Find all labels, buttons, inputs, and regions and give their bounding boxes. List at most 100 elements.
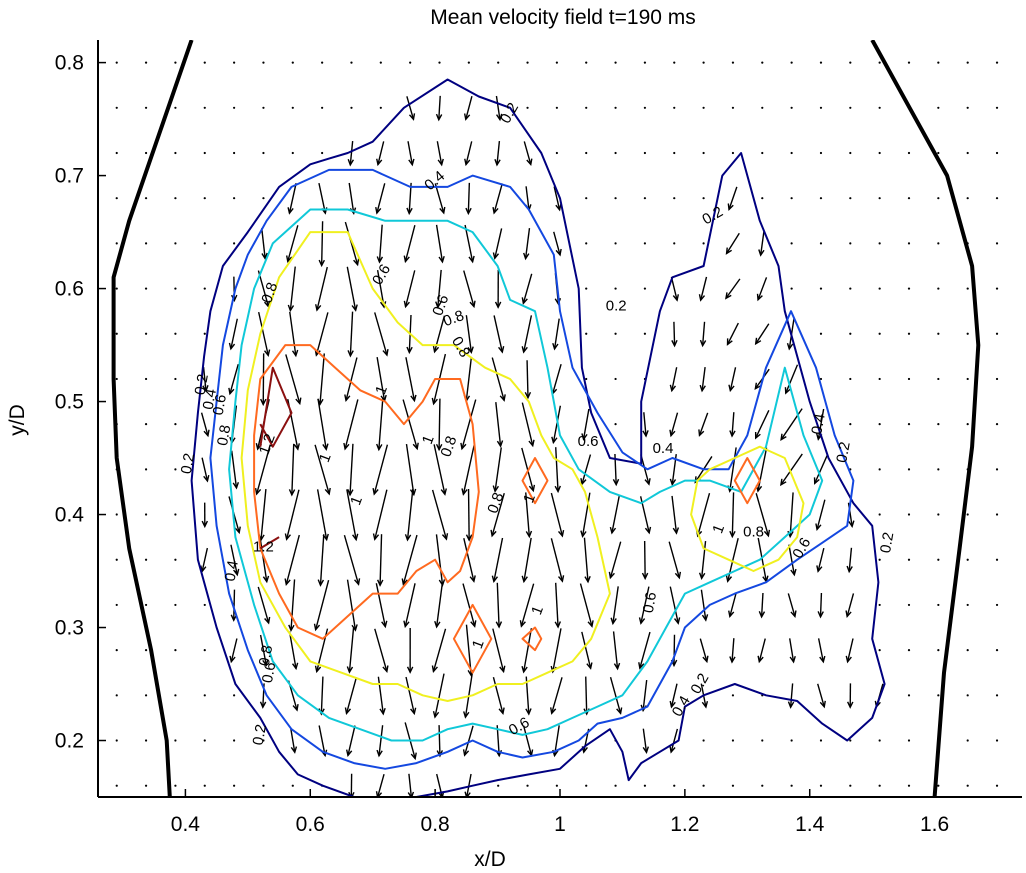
vector-arrowhead: [263, 349, 271, 357]
vector-arrow: [348, 182, 355, 214]
vector-arrow: [493, 315, 503, 353]
vector-arrowhead: [440, 488, 447, 496]
vector-field: [115, 61, 999, 797]
vector-dot: [321, 106, 324, 109]
vector-dot: [174, 558, 177, 561]
contour-line-0-2: [190, 78, 886, 797]
vector-arrow: [345, 677, 358, 714]
vector-arrowhead: [848, 520, 855, 528]
vector-dot: [702, 106, 705, 109]
vector-dot: [995, 242, 999, 245]
vector-dot: [174, 468, 177, 471]
vector-arrow: [202, 366, 207, 391]
chart-title: Mean velocity field t=190 ms: [430, 6, 696, 29]
vector-arrow: [552, 405, 562, 443]
vector-dot: [819, 242, 823, 245]
vector-dot: [731, 739, 735, 742]
vector-arrow: [523, 537, 532, 582]
vector-arrow: [554, 582, 559, 628]
vector-arrowhead: [432, 711, 440, 719]
vector-dot: [966, 649, 969, 652]
vector-dot: [761, 151, 764, 155]
vector-arrowhead: [351, 304, 358, 312]
vector-arrowhead: [376, 443, 383, 452]
vector-arrowhead: [284, 533, 292, 541]
vector-dot: [878, 242, 881, 245]
vector-dot: [144, 287, 148, 290]
vector-arrow: [642, 728, 648, 753]
vector-arrow: [344, 221, 359, 265]
vector-dot: [144, 106, 148, 109]
vector-arrow: [318, 725, 326, 756]
vector-dot: [497, 784, 500, 787]
vector-arrowhead: [469, 300, 476, 309]
vector-dot: [907, 784, 911, 787]
vector-arrow: [201, 457, 209, 482]
vector-dot: [144, 603, 148, 607]
vector-arrow: [699, 638, 708, 662]
vector-arrow: [609, 677, 622, 714]
vector-arrowhead: [754, 432, 761, 440]
vector-dot: [761, 61, 764, 64]
vector-arrowhead: [790, 568, 797, 577]
vector-arrowhead: [698, 429, 705, 437]
vector-arrow: [755, 323, 770, 345]
vector-dot: [233, 784, 236, 787]
vector-arrowhead: [819, 700, 826, 709]
vector-dot: [233, 694, 236, 697]
vector-arrowhead: [555, 248, 562, 257]
vector-arrowhead: [492, 252, 500, 260]
vector-dot: [878, 423, 881, 426]
vector-dot: [878, 784, 881, 787]
vector-arrowhead: [234, 526, 241, 535]
vector-dot: [233, 151, 236, 155]
vector-arrow: [789, 492, 794, 537]
vector-arrowhead: [353, 258, 360, 267]
contour-label: 0.4: [222, 559, 242, 582]
vector-arrow: [348, 627, 355, 673]
vector-dot: [115, 739, 118, 742]
vector-arrowhead: [580, 530, 587, 538]
vector-arrowhead: [404, 534, 412, 542]
vector-dot: [966, 106, 969, 109]
vector-arrowhead: [557, 575, 565, 583]
vector-arrowhead: [437, 791, 445, 797]
vector-arrow: [402, 399, 418, 449]
vector-arrowhead: [524, 391, 532, 400]
vector-arrowhead: [408, 113, 416, 121]
vector-arrow: [725, 232, 740, 254]
vector-arrowhead: [438, 255, 445, 264]
vector-arrow: [609, 541, 622, 578]
vector-arrow: [288, 183, 297, 214]
x-tick-label: 1.4: [795, 813, 825, 836]
vector-arrowhead: [431, 665, 438, 673]
vector-arrowhead: [375, 791, 383, 797]
vector-arrow: [668, 541, 680, 578]
vector-arrow: [404, 270, 416, 307]
vector-arrowhead: [376, 158, 383, 167]
vector-arrowhead: [431, 397, 438, 406]
contour-label: 0.6: [578, 433, 599, 450]
vector-arrow: [316, 266, 328, 311]
vector-arrow: [817, 408, 825, 440]
vector-arrowhead: [698, 572, 706, 580]
contour-label: 1: [469, 637, 488, 651]
contour-label: 0.2: [178, 452, 198, 475]
vector-arrow: [287, 225, 299, 262]
vector-dot: [174, 61, 177, 64]
vector-arrow: [725, 278, 741, 299]
contour-lines: [190, 78, 886, 797]
contour-line-1: [253, 344, 480, 640]
vector-arrowhead: [669, 478, 677, 487]
vector-arrow: [233, 589, 236, 621]
vector-arrow: [521, 447, 534, 491]
vector-arrowhead: [467, 346, 474, 354]
vector-arrow: [726, 322, 739, 345]
vector-arrow: [582, 408, 590, 440]
vector-dot: [966, 694, 969, 697]
vector-arrowhead: [322, 443, 329, 451]
vector-arrowhead: [381, 620, 388, 629]
contour-label: 1.2: [256, 432, 279, 457]
vector-arrow: [467, 182, 471, 214]
